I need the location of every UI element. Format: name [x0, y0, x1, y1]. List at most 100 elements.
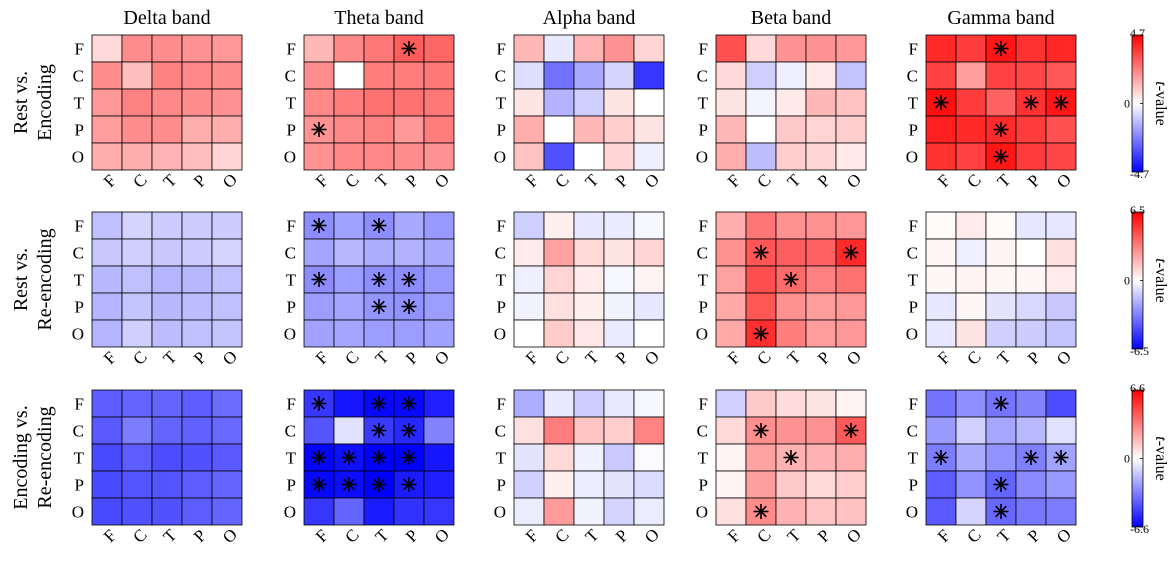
y-tick-label: P	[497, 298, 506, 317]
heatmap-cell	[603, 211, 635, 240]
y-tick-label: T	[74, 449, 85, 468]
heatmap-cell	[805, 416, 837, 445]
heatmap-cell	[835, 142, 867, 171]
heatmap-cell	[715, 319, 747, 348]
heatmap-cell	[423, 88, 455, 117]
heatmap-cell	[633, 142, 665, 171]
heatmap-cell	[805, 319, 837, 348]
row-label-line: Re-encoding	[34, 228, 56, 330]
significance-star	[401, 299, 417, 314]
heatmap-cell	[181, 238, 213, 267]
heatmap-cell	[985, 88, 1017, 117]
significance-star	[401, 477, 417, 492]
x-tick-label: T	[784, 525, 805, 546]
y-tick-label: O	[696, 325, 708, 344]
y-tick-label: O	[72, 148, 84, 167]
y-tick-label: T	[908, 94, 919, 113]
heatmap-cell	[423, 416, 455, 445]
heatmap-cell	[423, 115, 455, 144]
significance-star	[371, 423, 387, 438]
x-tick-label: T	[372, 525, 393, 546]
heatmap-cell	[1045, 115, 1077, 144]
heatmap-cell	[543, 238, 575, 267]
heatmap-cell	[151, 142, 183, 171]
heatmap-cell	[181, 211, 213, 240]
x-tick-label: F	[100, 526, 120, 546]
heatmap-cell	[603, 470, 635, 499]
heatmap-cell	[805, 292, 837, 321]
heatmap-cell	[955, 61, 987, 90]
x-tick-label: O	[219, 170, 241, 192]
significance-star	[311, 450, 327, 465]
heatmap-cell	[835, 389, 867, 418]
x-tick-label: F	[934, 171, 954, 191]
significance-star	[1053, 95, 1069, 110]
heatmap-cell	[573, 319, 605, 348]
x-tick-label: P	[612, 526, 632, 546]
row-label-line: Rest vs.	[10, 248, 32, 311]
y-tick-label: C	[73, 67, 84, 86]
heatmap-cell	[151, 470, 183, 499]
heatmap-cell	[603, 265, 635, 294]
heatmap-cell	[573, 265, 605, 294]
y-tick-label: F	[75, 395, 84, 414]
x-tick-label: F	[100, 348, 120, 368]
band-title: Alpha band	[543, 7, 636, 29]
heatmap-cell	[513, 470, 545, 499]
colorbar: 6.5 0 -6.5 t-value	[1124, 203, 1169, 358]
x-tick-label: O	[431, 170, 453, 192]
heatmap-cell	[775, 142, 807, 171]
x-tick-label: C	[753, 170, 774, 191]
heatmap-cell	[121, 470, 153, 499]
heatmap-cell	[181, 142, 213, 171]
heatmap-cell	[333, 238, 365, 267]
x-tick-label: P	[190, 348, 210, 368]
significance-star	[371, 450, 387, 465]
heatmap-cell	[151, 497, 183, 526]
heatmap-cell	[543, 34, 575, 63]
colorbar-title: t-value	[1152, 258, 1169, 302]
heatmap-cell	[573, 88, 605, 117]
heatmap-cell	[363, 497, 395, 526]
heatmap-cell	[513, 319, 545, 348]
heatmap-cell	[303, 142, 335, 171]
y-tick-label: C	[907, 422, 918, 441]
y-tick-label: P	[287, 298, 296, 317]
heatmap-cell	[633, 211, 665, 240]
heatmap-cell	[925, 292, 957, 321]
x-tick-label: O	[431, 347, 453, 369]
heatmap-cell	[513, 34, 545, 63]
heatmap-cell	[91, 389, 123, 418]
heatmap-cell	[423, 265, 455, 294]
heatmap-panel	[91, 34, 243, 171]
heatmap-cell	[805, 470, 837, 499]
x-tick-label: O	[1053, 347, 1075, 369]
heatmap-cell	[151, 443, 183, 472]
y-tick-label: T	[74, 271, 85, 290]
heatmap-cell	[603, 88, 635, 117]
significance-star	[993, 41, 1009, 56]
heatmap-cell	[1045, 389, 1077, 418]
heatmap-cell	[633, 61, 665, 90]
heatmap-cell	[91, 416, 123, 445]
y-tick-label: O	[284, 148, 296, 167]
x-tick-label: P	[1024, 526, 1044, 546]
heatmap-cell	[985, 61, 1017, 90]
x-tick-label: C	[341, 170, 362, 191]
heatmap-cell	[835, 416, 867, 445]
heatmap-cell	[1045, 142, 1077, 171]
significance-star	[341, 477, 357, 492]
heatmap-cell	[925, 61, 957, 90]
colorbar-min-label: -6.6	[1130, 522, 1149, 536]
y-tick-label: C	[285, 244, 296, 263]
heatmap-cell	[715, 265, 747, 294]
heatmap-cell	[1015, 34, 1047, 63]
x-tick-label: P	[1024, 348, 1044, 368]
y-tick-label: O	[284, 503, 296, 522]
heatmap-cell	[543, 497, 575, 526]
significance-star	[371, 299, 387, 314]
x-tick-label: F	[724, 526, 744, 546]
y-tick-label: T	[496, 271, 507, 290]
heatmap-cell	[513, 238, 545, 267]
significance-star	[311, 396, 327, 411]
